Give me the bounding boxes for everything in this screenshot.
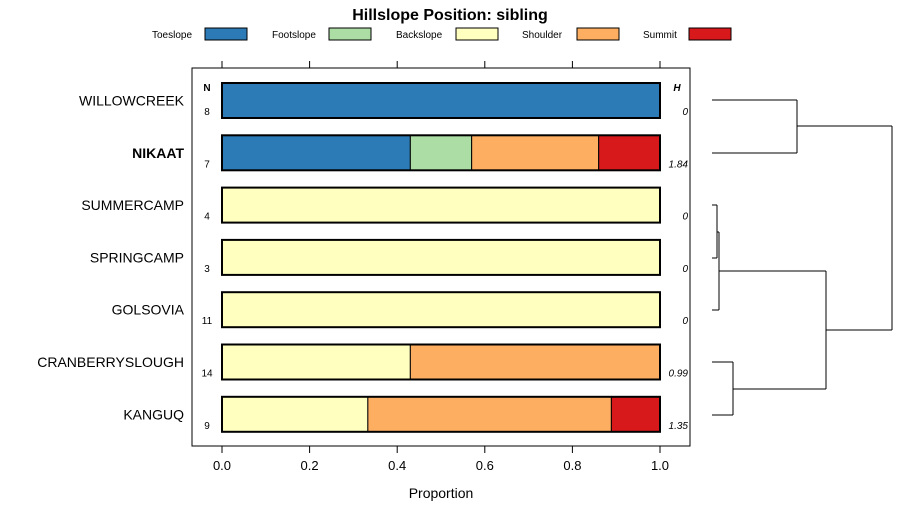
h-value: 0 [682, 107, 688, 118]
row-label: KANGUQ [123, 406, 184, 422]
h-value: 1.84 [669, 159, 689, 170]
row-label: WILLOWCREEK [79, 93, 185, 109]
legend-swatch [576, 27, 620, 41]
x-tick-label: 0.8 [563, 458, 581, 473]
x-tick-label: 0.0 [213, 458, 231, 473]
bar-segment [221, 291, 661, 328]
legend-label: Summit [643, 30, 677, 41]
legend-label: Shoulder [522, 30, 563, 41]
bar-outline [221, 134, 661, 172]
legend-swatch [328, 27, 372, 41]
bar-segment [221, 239, 661, 276]
bar-segment [598, 134, 661, 171]
row-label: NIKAAT [132, 145, 184, 161]
bar-outline [221, 291, 661, 329]
bar-segment [221, 344, 411, 380]
bar-segment [610, 396, 661, 433]
bar-outline [221, 82, 661, 119]
legend-label: Footslope [272, 30, 316, 41]
n-value: 4 [204, 212, 210, 223]
bar-segment [471, 134, 600, 171]
dendrogram [712, 99, 893, 416]
bar-row: GOLSOVIA 11 0 [112, 291, 688, 329]
x-tick-label: 0.4 [388, 458, 406, 473]
bar-segment [367, 396, 612, 433]
bar-segment [221, 396, 369, 433]
h-value: 1.35 [669, 421, 689, 432]
legend-swatch [204, 27, 248, 41]
bar-row: NIKAAT 7 1.84 [132, 134, 689, 172]
bar-segment [221, 82, 661, 119]
bar-row: KANGUQ 9 1.35 [123, 395, 689, 433]
x-tick-label: 0.6 [476, 458, 494, 473]
n-value: 7 [204, 159, 210, 170]
legend-label: Toeslope [152, 30, 192, 41]
bar-segment [221, 134, 411, 171]
bar-row: WILLOWCREEK 8 0 [79, 82, 688, 119]
x-axis: 0.0 0.2 0.4 0.6 0.8 1.0 [213, 61, 669, 473]
bar-segment [409, 134, 473, 171]
bar-segment [221, 187, 661, 224]
n-value: 8 [204, 107, 210, 118]
n-value: 11 [202, 316, 213, 327]
chart-title: Hillslope Position: sibling [352, 7, 548, 24]
bar-outline [221, 238, 661, 276]
h-column-header: H [673, 83, 681, 94]
plot-frame [191, 67, 691, 447]
bar-row: SPRINGCAMP 3 0 [90, 238, 688, 276]
x-axis-title: Proportion [409, 485, 474, 501]
legend-swatch [688, 27, 732, 41]
n-value: 9 [204, 421, 210, 432]
legend-swatch [455, 27, 499, 41]
bar-outline [221, 343, 661, 381]
bar-row: SUMMERCAMP 4 0 [81, 186, 688, 224]
h-value: 0 [682, 316, 688, 327]
legend: Toeslope Footslope Backslope Shoulder Summit [152, 27, 732, 41]
bar-row: CRANBERRYSLOUGH 14 0.99 [37, 343, 689, 381]
h-value: 0.99 [669, 369, 689, 380]
h-value: 0 [682, 212, 688, 223]
bar-outline [221, 186, 661, 224]
x-tick-label: 1.0 [651, 458, 669, 473]
n-value: 14 [201, 369, 213, 380]
row-label: CRANBERRYSLOUGH [37, 354, 184, 370]
x-tick-label: 0.2 [301, 458, 319, 473]
row-label: SUMMERCAMP [81, 197, 184, 213]
row-label: GOLSOVIA [112, 302, 185, 318]
row-label: SPRINGCAMP [90, 249, 184, 265]
bar-segment [409, 344, 661, 380]
n-value: 3 [204, 264, 210, 275]
h-value: 0 [682, 264, 688, 275]
bar-outline [221, 395, 661, 433]
n-column-header: N [203, 83, 210, 94]
legend-label: Backslope [396, 30, 443, 41]
